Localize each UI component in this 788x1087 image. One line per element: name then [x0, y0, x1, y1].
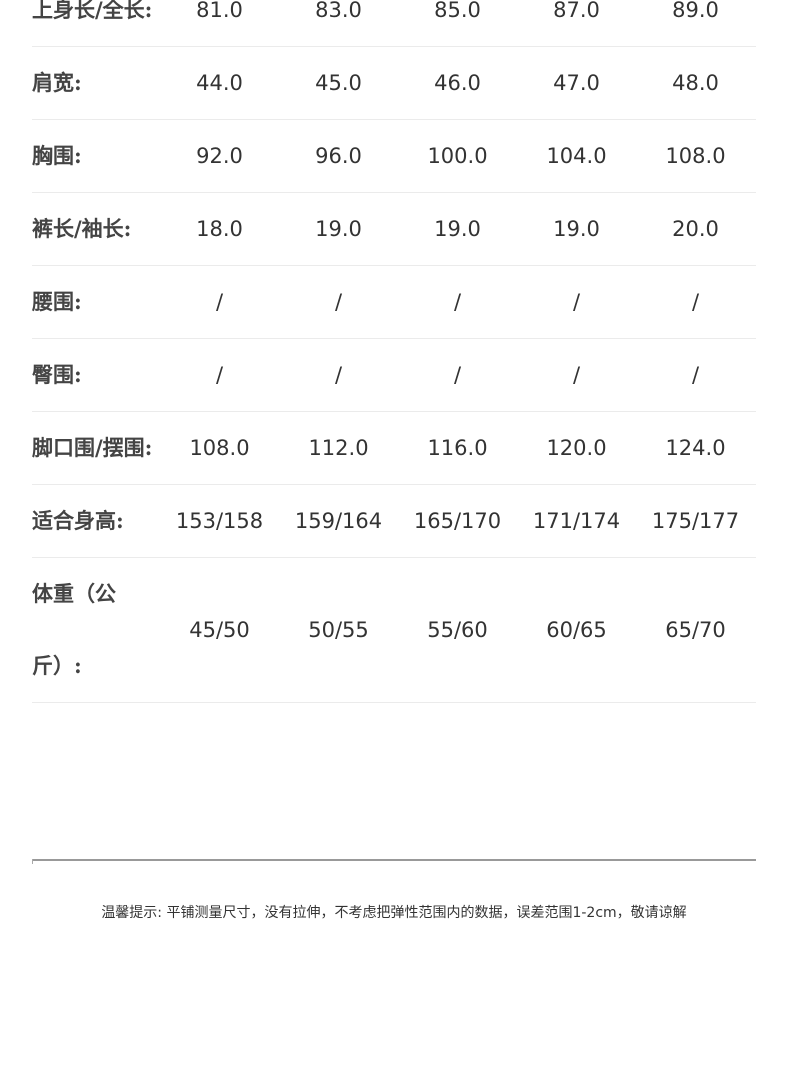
size-value: 108.0 — [189, 436, 250, 460]
size-value: / — [334, 290, 343, 314]
row-label: 胸围: — [32, 143, 82, 168]
size-value: 87.0 — [553, 0, 600, 22]
size-value: 112.0 — [308, 436, 369, 460]
row-label: 上身长/全长: — [32, 0, 153, 22]
size-value: 48.0 — [672, 71, 719, 95]
size-value: 89.0 — [672, 0, 719, 22]
table-row: 适合身高: 153/158 159/164 165/170 171/174 175/177 — [32, 485, 756, 558]
table-row: 脚口围/摆围: 108.0 112.0 116.0 120.0 124.0 — [32, 412, 756, 485]
size-value: 44.0 — [196, 71, 243, 95]
size-value: 120.0 — [546, 436, 607, 460]
row-label: 脚口围/摆围: — [32, 435, 153, 460]
row-label: 适合身高: — [32, 508, 124, 533]
size-value: 85.0 — [434, 0, 481, 22]
size-value: 153/158 — [175, 509, 264, 533]
table-row: 体重（公斤）: 45/50 50/55 55/60 60/65 65/70 — [32, 558, 756, 703]
size-value: 60/65 — [546, 618, 607, 642]
size-value: 92.0 — [196, 144, 243, 168]
size-value: 159/164 — [294, 509, 383, 533]
size-value: / — [691, 290, 700, 314]
row-label: 体重（公斤）: — [32, 581, 116, 678]
row-label: 肩宽: — [32, 70, 82, 95]
size-value: 108.0 — [665, 144, 726, 168]
size-value: 165/170 — [413, 509, 502, 533]
size-value: 19.0 — [434, 217, 481, 241]
size-value: 18.0 — [196, 217, 243, 241]
size-table: 上身长/全长: 81.0 83.0 85.0 87.0 89.0 肩宽: 44.0 45.0 46… — [32, 0, 756, 703]
size-value: 81.0 — [196, 0, 243, 22]
row-label: 臀围: — [32, 362, 82, 387]
table-row: 上身长/全长: 81.0 83.0 85.0 87.0 89.0 — [32, 0, 756, 47]
size-value: 47.0 — [553, 71, 600, 95]
size-value: 19.0 — [553, 217, 600, 241]
size-value: 45.0 — [315, 71, 362, 95]
size-value: 124.0 — [665, 436, 726, 460]
size-value: / — [691, 363, 700, 387]
row-label: 裤长/袖长: — [32, 216, 132, 241]
row-label: 腰围: — [32, 289, 82, 314]
size-value: 19.0 — [315, 217, 362, 241]
table-row: 臀围: / / / / / — [32, 339, 756, 412]
size-value: 96.0 — [315, 144, 362, 168]
size-value: / — [215, 363, 224, 387]
size-value: 50/55 — [308, 618, 369, 642]
size-value: 83.0 — [315, 0, 362, 22]
divider — [32, 859, 756, 864]
size-value: / — [215, 290, 224, 314]
size-value: 55/60 — [427, 618, 488, 642]
size-value: 46.0 — [434, 71, 481, 95]
table-row: 肩宽: 44.0 45.0 46.0 47.0 48.0 — [32, 47, 756, 120]
table-row: 胸围: 92.0 96.0 100.0 104.0 108.0 — [32, 120, 756, 193]
size-value: 45/50 — [189, 618, 250, 642]
table-row: 腰围: / / / / / — [32, 266, 756, 339]
size-value: 65/70 — [665, 618, 726, 642]
measurement-tip: 温馨提示: 平铺测量尺寸，没有拉伸，不考虑把弹性范围内的数据，误差范围1-2cm… — [101, 905, 687, 921]
size-value: 175/177 — [651, 509, 740, 533]
size-value: 20.0 — [672, 217, 719, 241]
size-value: / — [453, 290, 462, 314]
size-value: 171/174 — [532, 509, 621, 533]
size-value: 100.0 — [427, 144, 488, 168]
size-value: / — [453, 363, 462, 387]
size-value: / — [572, 363, 581, 387]
size-value: 116.0 — [427, 436, 488, 460]
size-value: 104.0 — [546, 144, 607, 168]
size-value: / — [334, 363, 343, 387]
size-value: / — [572, 290, 581, 314]
table-row: 裤长/袖长: 18.0 19.0 19.0 19.0 20.0 — [32, 193, 756, 266]
